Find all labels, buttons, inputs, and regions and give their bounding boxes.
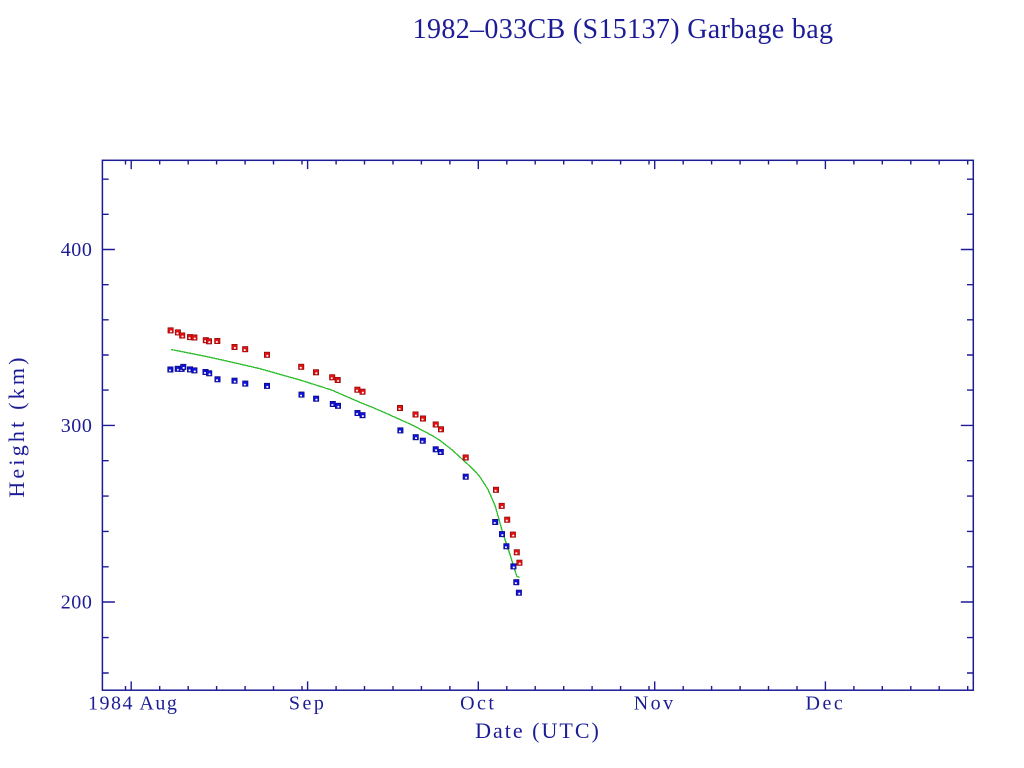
svg-text:1982–033CB (S15137) Garbage ba: 1982–033CB (S15137) Garbage bag (413, 14, 834, 45)
svg-text:300: 300 (61, 415, 93, 437)
svg-text:Sep: Sep (289, 693, 327, 715)
svg-text:Height (km): Height (km) (4, 354, 29, 497)
svg-text:1984 Aug: 1984 Aug (88, 693, 178, 715)
svg-text:Oct: Oct (460, 693, 496, 715)
svg-text:200: 200 (61, 592, 93, 614)
svg-text:400: 400 (61, 239, 93, 261)
svg-text:Nov: Nov (634, 693, 676, 715)
svg-text:Date (UTC): Date (UTC) (475, 718, 601, 743)
svg-text:Dec: Dec (806, 693, 846, 715)
